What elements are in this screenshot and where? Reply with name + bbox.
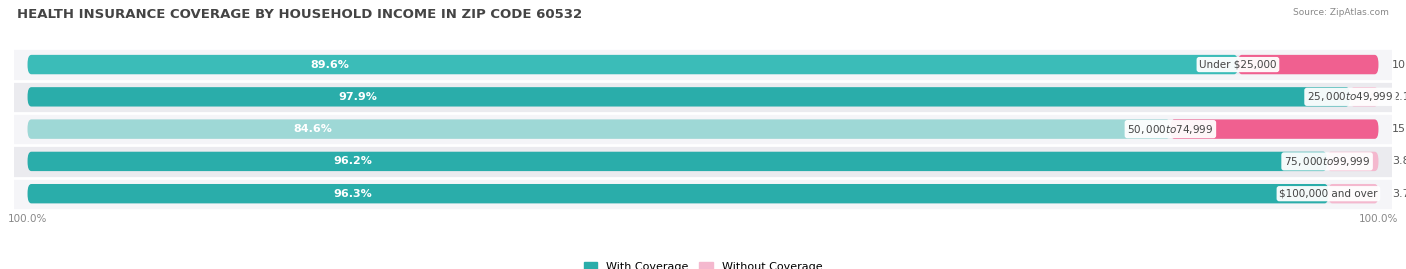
FancyBboxPatch shape xyxy=(1237,55,1378,74)
FancyBboxPatch shape xyxy=(28,184,1329,203)
FancyBboxPatch shape xyxy=(28,152,1327,171)
Bar xyxy=(14,178,1392,210)
Text: 89.6%: 89.6% xyxy=(311,59,350,70)
Text: $100,000 and over: $100,000 and over xyxy=(1279,189,1378,199)
FancyBboxPatch shape xyxy=(28,55,1378,74)
Text: HEALTH INSURANCE COVERAGE BY HOUSEHOLD INCOME IN ZIP CODE 60532: HEALTH INSURANCE COVERAGE BY HOUSEHOLD I… xyxy=(17,8,582,21)
Bar xyxy=(14,113,1392,145)
Text: $50,000 to $74,999: $50,000 to $74,999 xyxy=(1128,123,1213,136)
FancyBboxPatch shape xyxy=(28,87,1350,107)
Text: Under $25,000: Under $25,000 xyxy=(1199,59,1277,70)
FancyBboxPatch shape xyxy=(1350,87,1378,107)
Text: 2.1%: 2.1% xyxy=(1392,92,1406,102)
FancyBboxPatch shape xyxy=(28,87,1378,107)
Text: Source: ZipAtlas.com: Source: ZipAtlas.com xyxy=(1294,8,1389,17)
FancyBboxPatch shape xyxy=(1327,152,1378,171)
Text: 96.2%: 96.2% xyxy=(333,156,373,167)
FancyBboxPatch shape xyxy=(28,152,1378,171)
Text: 10.4%: 10.4% xyxy=(1392,59,1406,70)
Bar xyxy=(14,145,1392,178)
FancyBboxPatch shape xyxy=(28,119,1378,139)
Bar xyxy=(14,48,1392,81)
Text: $75,000 to $99,999: $75,000 to $99,999 xyxy=(1284,155,1371,168)
Text: 15.4%: 15.4% xyxy=(1392,124,1406,134)
FancyBboxPatch shape xyxy=(28,55,1237,74)
Text: 3.7%: 3.7% xyxy=(1392,189,1406,199)
FancyBboxPatch shape xyxy=(28,184,1378,203)
Text: 3.8%: 3.8% xyxy=(1392,156,1406,167)
Bar xyxy=(14,81,1392,113)
FancyBboxPatch shape xyxy=(1170,119,1378,139)
Text: 84.6%: 84.6% xyxy=(294,124,333,134)
Text: $25,000 to $49,999: $25,000 to $49,999 xyxy=(1308,90,1393,103)
FancyBboxPatch shape xyxy=(1329,184,1378,203)
Legend: With Coverage, Without Coverage: With Coverage, Without Coverage xyxy=(579,257,827,269)
Text: 97.9%: 97.9% xyxy=(339,92,378,102)
Text: 96.3%: 96.3% xyxy=(333,189,373,199)
FancyBboxPatch shape xyxy=(28,119,1170,139)
